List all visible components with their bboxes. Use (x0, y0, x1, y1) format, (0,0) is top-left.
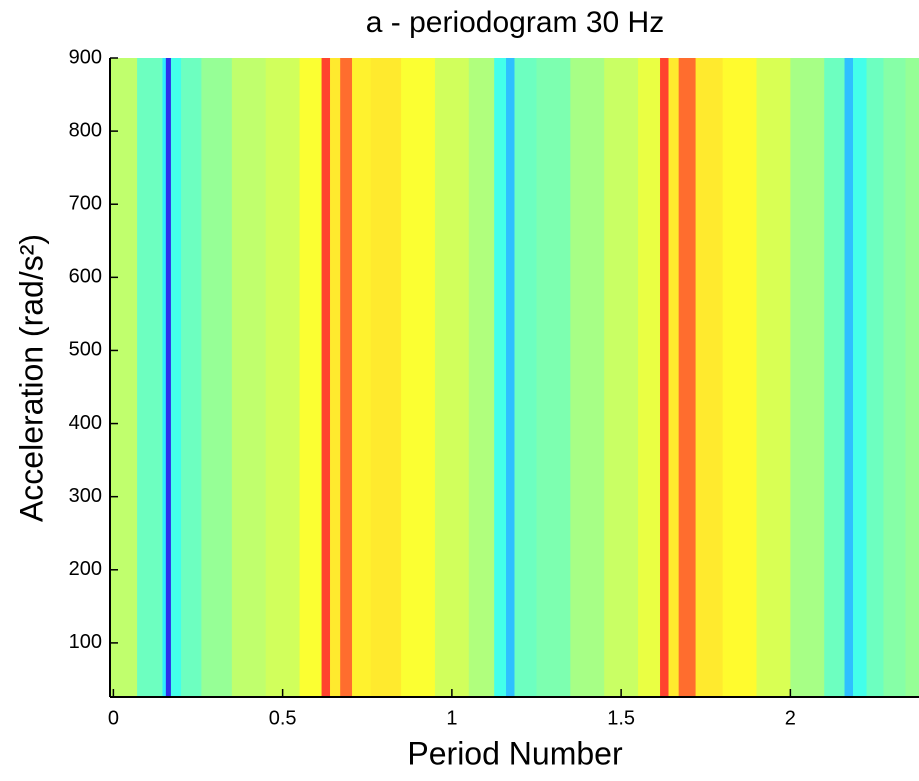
heatmap-column (514, 58, 538, 697)
heatmap-column (231, 58, 267, 697)
x-tick-label: 1 (446, 707, 457, 729)
heatmap (110, 58, 919, 697)
heatmap-column (468, 58, 495, 697)
x-tick-label: 1.5 (607, 707, 635, 729)
heatmap-column (321, 58, 331, 697)
heatmap-column (201, 58, 233, 697)
heatmap-column (866, 58, 885, 697)
heatmap-column (722, 58, 758, 697)
heatmap-column (695, 58, 724, 697)
y-tick-label: 900 (69, 46, 102, 68)
y-tick-label: 200 (69, 558, 102, 580)
y-tick-label: 500 (69, 339, 102, 361)
heatmap-column (756, 58, 791, 697)
heatmap-column (330, 58, 341, 697)
y-tick-label: 100 (69, 631, 102, 653)
heatmap-column (181, 58, 202, 697)
heatmap-column (162, 58, 167, 697)
heatmap-column (905, 58, 919, 697)
heatmap-column (110, 58, 138, 697)
chart-title: a - periodogram 30 Hz (366, 6, 664, 39)
y-tick-label: 600 (69, 266, 102, 288)
axes: 0 0.5 1 1.5 2 100 200 300 400 500 600 700 800 900 (69, 46, 919, 729)
heatmap-column (170, 58, 182, 697)
heatmap-column (352, 58, 372, 697)
heatmap-column (678, 58, 697, 697)
heatmap-column (340, 58, 353, 697)
heatmap-column (852, 58, 868, 697)
heatmap-column (638, 58, 661, 697)
heatmap-column (604, 58, 639, 697)
heatmap-column (370, 58, 402, 697)
y-axis-label: Acceleration (rad/s²) (13, 234, 49, 522)
heatmap-column (790, 58, 825, 697)
y-tick-label: 700 (69, 193, 102, 215)
heatmap-column (668, 58, 680, 697)
heatmap-column (824, 58, 846, 697)
x-tick-label: 2 (785, 707, 796, 729)
heatmap-column (265, 58, 301, 697)
y-tick-label: 800 (69, 119, 102, 141)
x-tick-label: 0 (108, 707, 119, 729)
heatmap-column (844, 58, 854, 697)
heatmap-column (506, 58, 516, 697)
x-tick-label: 0.5 (269, 707, 297, 729)
x-axis-label: Period Number (407, 735, 623, 771)
heatmap-column (137, 58, 164, 697)
heatmap-column (570, 58, 605, 697)
heatmap-column (494, 58, 507, 697)
heatmap-column (165, 58, 172, 697)
heatmap-column (536, 58, 571, 697)
heatmap-column (883, 58, 907, 697)
y-tick-label: 400 (69, 412, 102, 434)
heatmap-column (660, 58, 670, 697)
heatmap-column (434, 58, 470, 697)
heatmap-column (299, 58, 323, 697)
heatmap-column (401, 58, 436, 697)
y-tick-label: 300 (69, 485, 102, 507)
